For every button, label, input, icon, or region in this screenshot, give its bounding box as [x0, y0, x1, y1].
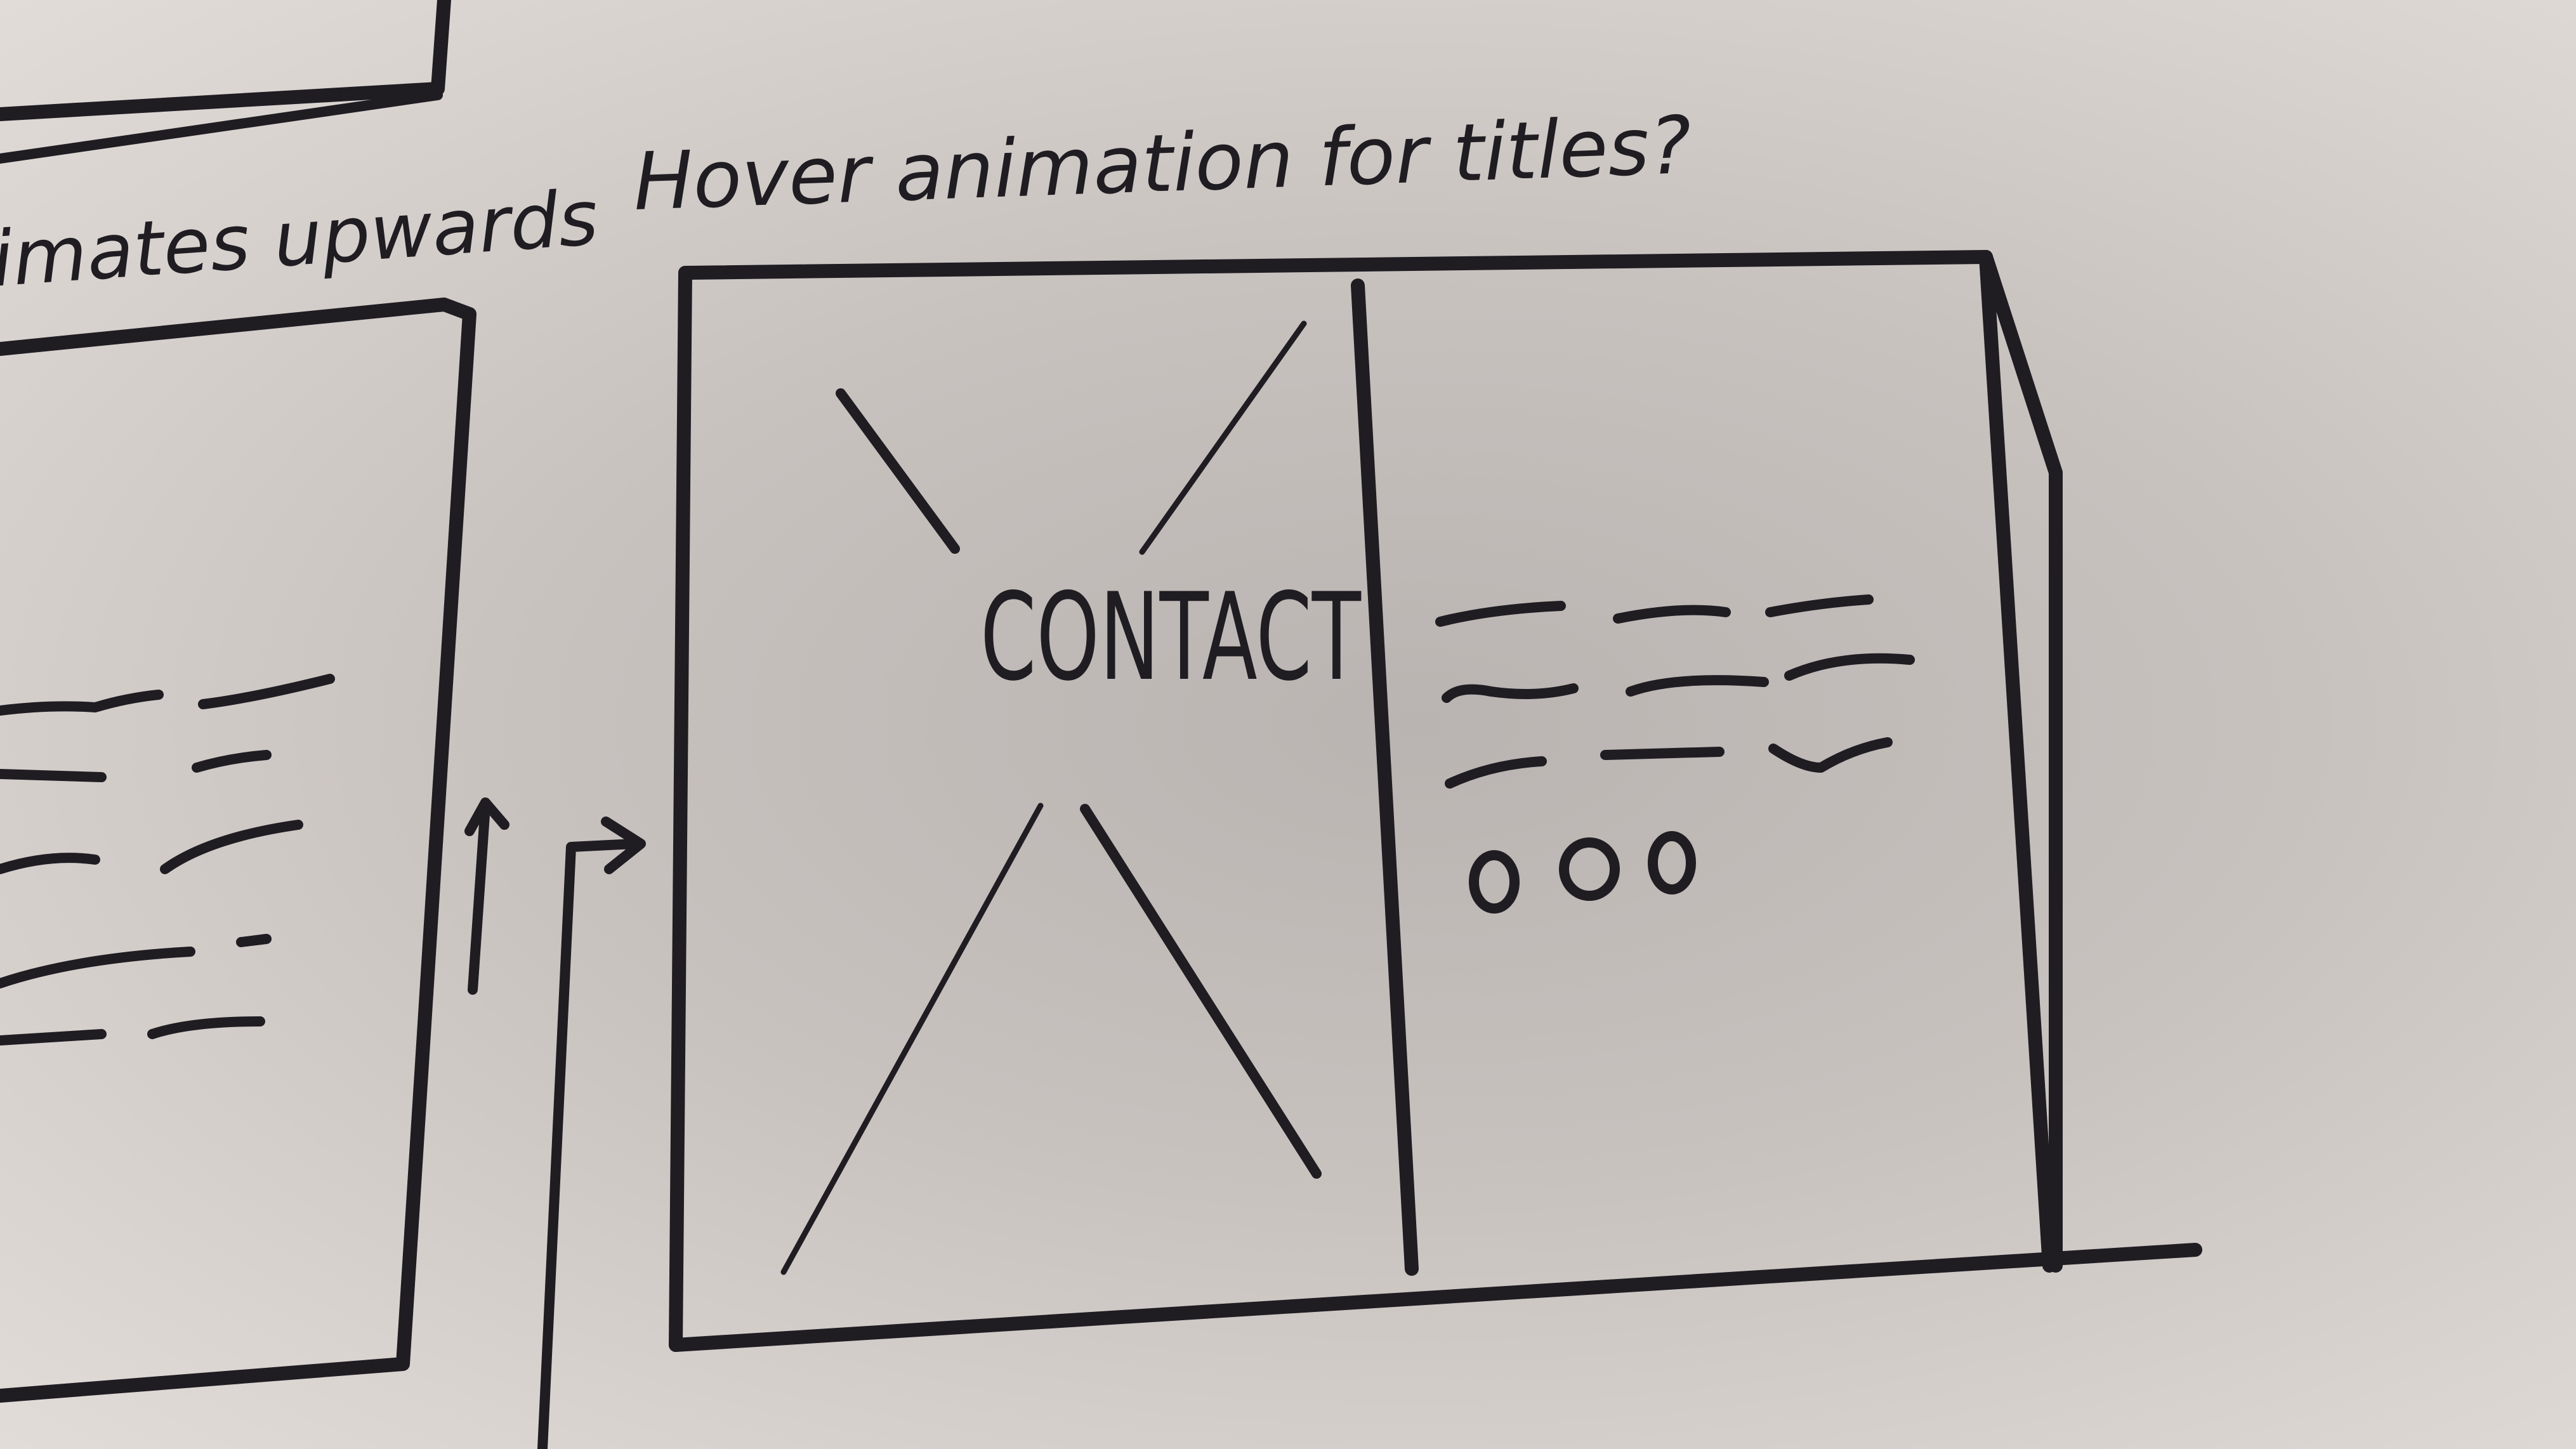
main-frame: [669, 250, 2202, 1352]
top-left-partial-box: [0, 0, 451, 164]
left-caption: imates upwards: [0, 174, 601, 304]
upward-arrow-icon: [464, 797, 509, 995]
right-column-text-lines: [1435, 594, 1915, 789]
dot-1: [1469, 850, 1520, 914]
image-placeholder-x-icon: [780, 320, 1322, 1275]
dot-2: [1559, 837, 1620, 901]
dot-3: [1648, 831, 1696, 895]
right-arrow-icon: [537, 816, 646, 1449]
top-caption: Hover animation for titles?: [632, 100, 1693, 228]
contact-label: CONTACT: [980, 567, 1362, 707]
left-frame: [0, 298, 476, 1403]
left-frame-text-lines: [0, 674, 335, 1046]
carousel-dots: [1469, 831, 1696, 914]
